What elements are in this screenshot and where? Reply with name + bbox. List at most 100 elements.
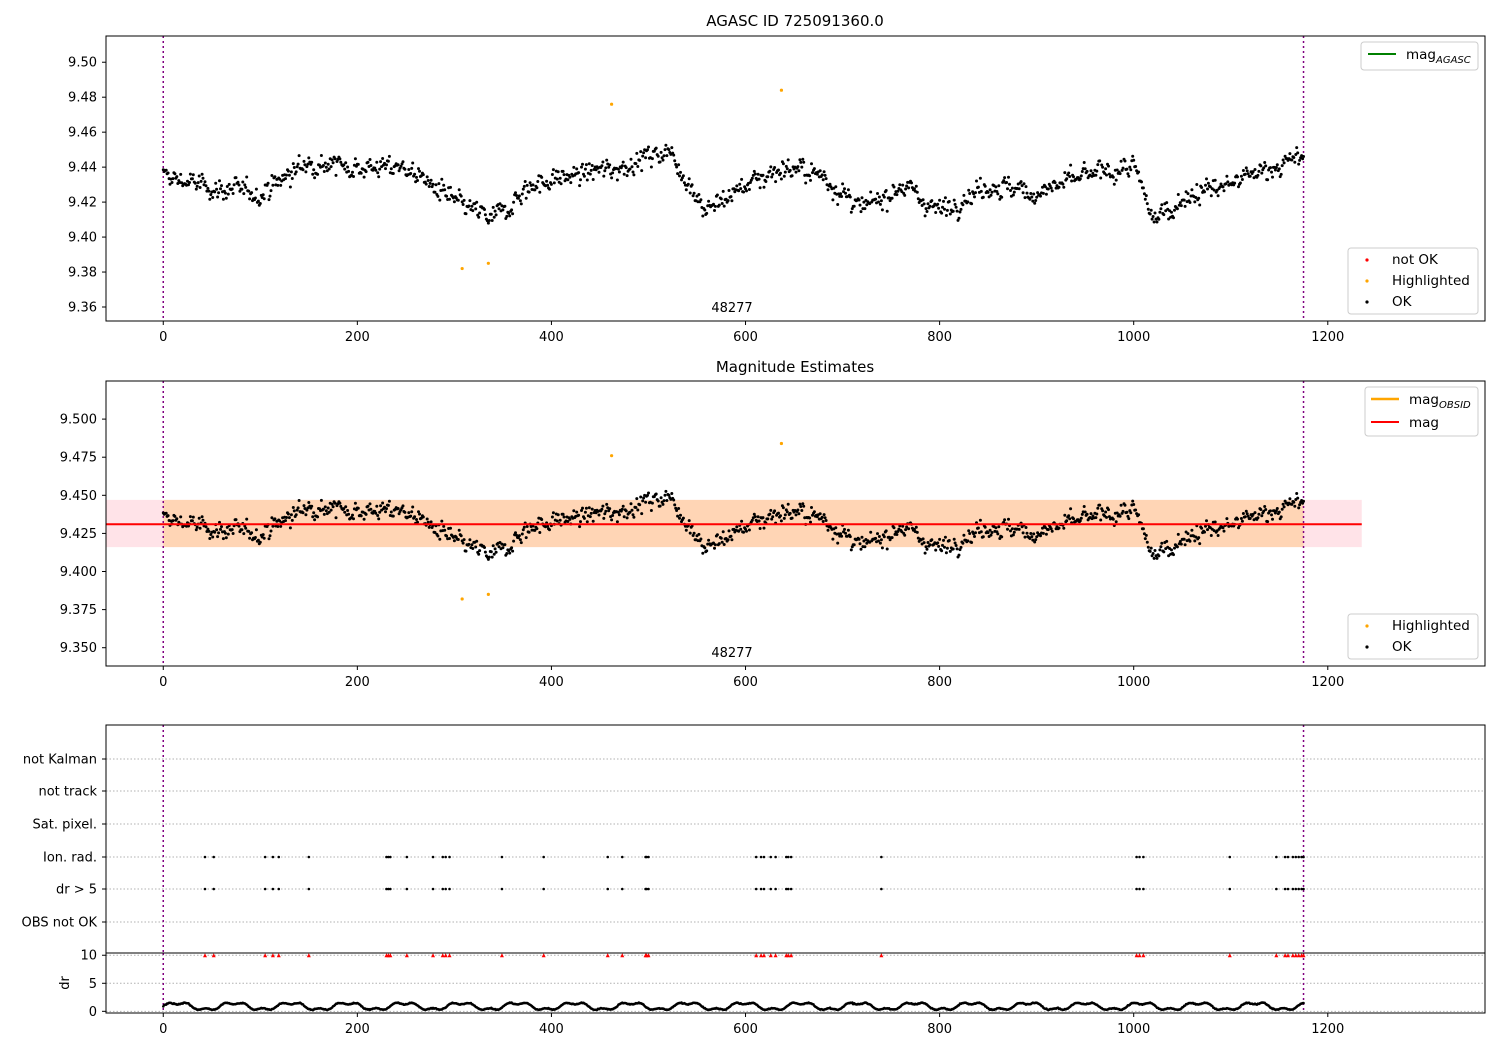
- ok-point: [752, 169, 756, 173]
- ok-point: [676, 514, 680, 518]
- ok-point: [550, 173, 554, 176]
- ok-point: [624, 509, 628, 513]
- legend-top-lines[interactable]: magAGASC: [1360, 41, 1479, 71]
- ok-point: [1246, 514, 1250, 518]
- ok-point: [1293, 504, 1297, 508]
- ok-point: [880, 546, 884, 550]
- y-tick-label: 9.48: [68, 91, 97, 106]
- ok-point: [1007, 517, 1010, 521]
- ok-point: [591, 519, 595, 523]
- x-tick-label: 1200: [1311, 330, 1344, 345]
- ok-point: [1012, 530, 1016, 534]
- ok-point: [773, 166, 777, 169]
- ok-point: [1248, 174, 1252, 178]
- ok-point: [330, 158, 334, 162]
- ok-point: [640, 169, 644, 173]
- ok-point: [945, 546, 949, 550]
- ok-point: [898, 183, 902, 187]
- ok-point: [269, 529, 273, 533]
- ok-point: [494, 213, 498, 217]
- ok-point: [522, 184, 526, 188]
- ok-point: [786, 158, 790, 162]
- ok-point: [678, 174, 681, 178]
- ok-point: [1141, 527, 1145, 531]
- ok-point: [1263, 161, 1267, 164]
- y-tick-label: 9.350: [60, 641, 97, 656]
- ok-point: [990, 190, 994, 194]
- legend-middle-points[interactable]: Highlighted OK: [1347, 613, 1479, 660]
- ok-point: [193, 181, 197, 185]
- ok-point: [978, 518, 982, 522]
- ok-point: [610, 518, 614, 522]
- ok-point: [943, 207, 946, 211]
- ok-point: [1194, 196, 1198, 199]
- ok-point: [1132, 158, 1136, 162]
- legend-top-points[interactable]: not OK Highlighted OK: [1347, 247, 1479, 315]
- ok-point: [1149, 208, 1153, 212]
- ok-point: [391, 172, 395, 175]
- ok-point: [223, 531, 227, 535]
- ok-point: [1209, 194, 1213, 198]
- ok-point: [890, 536, 894, 540]
- ok-point: [1050, 189, 1054, 193]
- ok-point: [1085, 169, 1089, 173]
- ok-point: [844, 191, 847, 195]
- ok-point: [268, 194, 272, 198]
- ok-point: [1080, 170, 1084, 173]
- ok-point: [610, 176, 614, 180]
- ok-point: [1195, 183, 1199, 186]
- ok-point: [409, 172, 413, 175]
- ok-point: [173, 514, 177, 518]
- ok-point: [1034, 538, 1038, 542]
- ok-point: [323, 161, 327, 165]
- ok-point: [221, 537, 225, 541]
- ok-point: [801, 157, 805, 161]
- ok-point: [1146, 545, 1150, 549]
- ok-point: [209, 533, 213, 536]
- ok-point: [622, 172, 626, 176]
- dr-over-5-marker: [306, 953, 311, 958]
- ok-point: [166, 171, 170, 175]
- ok-point: [770, 517, 774, 521]
- ok-point: [1098, 159, 1102, 163]
- ok-point: [1049, 527, 1053, 531]
- ok-point: [1012, 190, 1016, 194]
- ok-point: [421, 173, 425, 177]
- flag-point: [271, 887, 275, 891]
- highlighted-point: [610, 102, 614, 106]
- ok-point: [1023, 535, 1027, 539]
- dr-x-tick-label: 600: [733, 1022, 758, 1037]
- ok-point: [430, 185, 434, 189]
- ok-point: [628, 510, 632, 514]
- ok-point: [844, 531, 847, 535]
- highlighted-point: [486, 592, 490, 596]
- ok-point: [415, 175, 418, 179]
- ok-point: [364, 512, 368, 516]
- ok-point: [296, 506, 300, 510]
- ok-point: [322, 512, 326, 516]
- ok-point: [1057, 526, 1061, 530]
- ok-point: [223, 191, 227, 195]
- ok-point: [1236, 175, 1239, 179]
- ok-point: [173, 172, 177, 176]
- ok-point: [600, 164, 604, 168]
- ok-point: [505, 214, 509, 218]
- ok-point: [799, 505, 803, 508]
- ok-point: [747, 528, 751, 532]
- ok-point: [410, 166, 414, 170]
- ok-point: [662, 154, 666, 158]
- ok-point: [994, 185, 998, 189]
- ok-point: [600, 507, 604, 511]
- legend-middle-lines[interactable]: magOBSID mag: [1364, 386, 1479, 437]
- ok-point: [620, 164, 624, 168]
- ok-point: [1127, 174, 1131, 178]
- ok-point: [294, 513, 298, 517]
- ok-point: [687, 519, 691, 523]
- ok-point: [1260, 171, 1264, 175]
- ok-point: [442, 524, 446, 528]
- ok-point: [603, 512, 607, 516]
- ok-point: [188, 515, 192, 519]
- ok-point: [1041, 531, 1045, 535]
- ok-point: [988, 528, 992, 532]
- ok-point: [286, 512, 290, 516]
